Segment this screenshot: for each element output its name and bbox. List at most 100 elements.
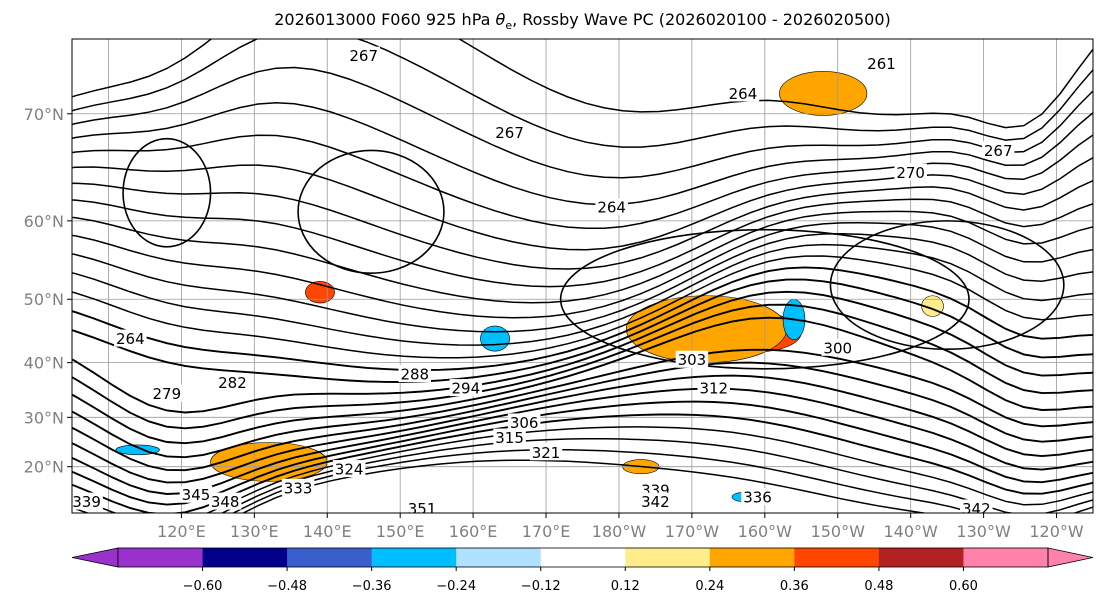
colorbar-extend-high bbox=[1047, 547, 1094, 568]
contour-line bbox=[72, 266, 1093, 372]
contour-line bbox=[72, 222, 1093, 319]
closed-contour bbox=[829, 220, 1065, 351]
contour-label-bg bbox=[72, 492, 103, 510]
contour-label-bg bbox=[449, 379, 483, 397]
chart-title: 2026013000 F060 925 hPa θe, Rossby Wave … bbox=[274, 10, 891, 33]
contour-label-bg bbox=[595, 198, 628, 216]
contour-label: 294 bbox=[451, 380, 480, 398]
contour-label: 342 bbox=[641, 493, 670, 511]
colorbar-tick-label: −0.12 bbox=[521, 579, 561, 594]
contour-line bbox=[72, 210, 1093, 304]
colorbar-swatch bbox=[118, 548, 204, 567]
contour-label: 282 bbox=[218, 374, 247, 392]
contour-label-bg bbox=[697, 379, 731, 397]
contour-line bbox=[72, 179, 1093, 270]
colorbar-tick-label: 0.12 bbox=[611, 579, 640, 594]
contour-line bbox=[72, 303, 1093, 430]
lat-tick-label: 50°N bbox=[24, 290, 64, 309]
contour-label: 288 bbox=[400, 366, 429, 384]
lat-tick-label: 30°N bbox=[24, 408, 64, 427]
contour-label: 264 bbox=[116, 330, 145, 348]
lon-tick-label: 120°E bbox=[157, 522, 206, 541]
contour-label-bg bbox=[507, 413, 541, 431]
latitude-tick-labels: 70°N 60°N 50°N 40°N 30°N 20°N bbox=[24, 105, 72, 477]
map-frame bbox=[71, 38, 1094, 514]
contour-label: 270 bbox=[896, 164, 925, 182]
colorbar-swatch bbox=[878, 548, 964, 567]
contour-line bbox=[72, 39, 1093, 148]
contour-label: 324 bbox=[335, 461, 364, 479]
contour-label-bg bbox=[894, 163, 927, 181]
colorbar-tick-label: −0.48 bbox=[267, 579, 307, 594]
contour-label-bg bbox=[281, 478, 315, 496]
lat-lon-grid bbox=[72, 39, 1093, 513]
anomaly-region bbox=[480, 325, 510, 352]
contour-label: 267 bbox=[984, 142, 1013, 160]
colorbar-swatch bbox=[456, 548, 542, 567]
contour-line bbox=[72, 400, 1093, 506]
contour-label: 267 bbox=[495, 124, 524, 142]
lon-tick-label: 150°E bbox=[376, 522, 425, 541]
contour-label: 279 bbox=[152, 385, 181, 403]
contour-line bbox=[241, 459, 1093, 513]
contour-label: 336 bbox=[743, 489, 772, 507]
lon-tick-label: 170°W bbox=[665, 522, 720, 541]
lon-tick-label: 140°W bbox=[883, 522, 938, 541]
contour-label-bg bbox=[529, 443, 563, 461]
contour-label: 333 bbox=[284, 479, 313, 497]
lon-tick-label: 140°E bbox=[303, 522, 352, 541]
contour-line bbox=[72, 198, 1093, 288]
contour-label-bg bbox=[493, 428, 526, 446]
colorbar: −0.60 −0.48 −0.36 −0.24 −0.12 0.12 0.24 0.36 0.4… bbox=[71, 547, 1094, 594]
contour-label-bg bbox=[981, 141, 1015, 159]
lon-tick-label: 130°E bbox=[230, 522, 279, 541]
contour-label-bg bbox=[398, 365, 432, 383]
closed-contour bbox=[559, 228, 970, 370]
lat-tick-label: 60°N bbox=[24, 212, 64, 231]
closed-contour bbox=[297, 149, 445, 274]
lon-tick-label: 160°E bbox=[449, 522, 498, 541]
contour-label: 264 bbox=[597, 199, 626, 217]
contour-label-bg bbox=[150, 384, 184, 402]
lat-tick-label: 40°N bbox=[24, 354, 64, 373]
contour-label-bg bbox=[114, 329, 147, 347]
contour-line bbox=[72, 39, 1093, 129]
lat-tick-label: 70°N bbox=[24, 105, 64, 124]
colorbar-tick-label: 0.60 bbox=[949, 579, 978, 594]
contour-label-bg bbox=[675, 350, 709, 368]
contour-label-bg bbox=[332, 460, 366, 478]
contour-label: 342 bbox=[962, 500, 991, 518]
colorbar-swatch bbox=[709, 548, 795, 567]
contour-label: 345 bbox=[182, 486, 211, 504]
colorbar-frame bbox=[117, 547, 1049, 568]
contour-label-bg bbox=[208, 492, 242, 510]
colorbar-swatch bbox=[287, 548, 373, 567]
colorbar-swatch bbox=[371, 548, 457, 567]
longitude-tick-labels: 120°E 130°E 140°E 150°E 160°E 170°E 180°W 170°W… bbox=[157, 513, 1084, 541]
contour-label: 267 bbox=[349, 47, 378, 65]
colorbar-extend-low bbox=[71, 547, 119, 568]
colorbar-swatch bbox=[963, 548, 1049, 567]
contour-label-bg bbox=[726, 84, 760, 102]
contour-label-bg bbox=[493, 123, 526, 141]
contour-line bbox=[72, 361, 1093, 472]
contour-line bbox=[72, 278, 1093, 383]
contour-label-bg bbox=[216, 373, 249, 391]
theta-e-contours bbox=[72, 39, 1093, 513]
colorbar-tick-label: −0.60 bbox=[183, 579, 223, 594]
lon-tick-label: 130°W bbox=[956, 522, 1011, 541]
contour-label-bg bbox=[639, 492, 672, 510]
contour-label: 348 bbox=[211, 493, 240, 511]
contour-line bbox=[72, 66, 1093, 179]
contour-label: 321 bbox=[532, 444, 561, 462]
contour-label: 312 bbox=[699, 380, 728, 398]
contour-label: 300 bbox=[823, 339, 852, 357]
contour-line bbox=[72, 316, 1093, 445]
map-plot-area: 267 2612642672642702673003033122882943063… bbox=[71, 38, 1094, 518]
contour-label-bg bbox=[960, 499, 993, 513]
contour-label: 306 bbox=[510, 414, 539, 432]
contour-label-bg bbox=[179, 485, 213, 503]
contour-line bbox=[72, 374, 1093, 484]
closed-contour bbox=[122, 137, 212, 248]
